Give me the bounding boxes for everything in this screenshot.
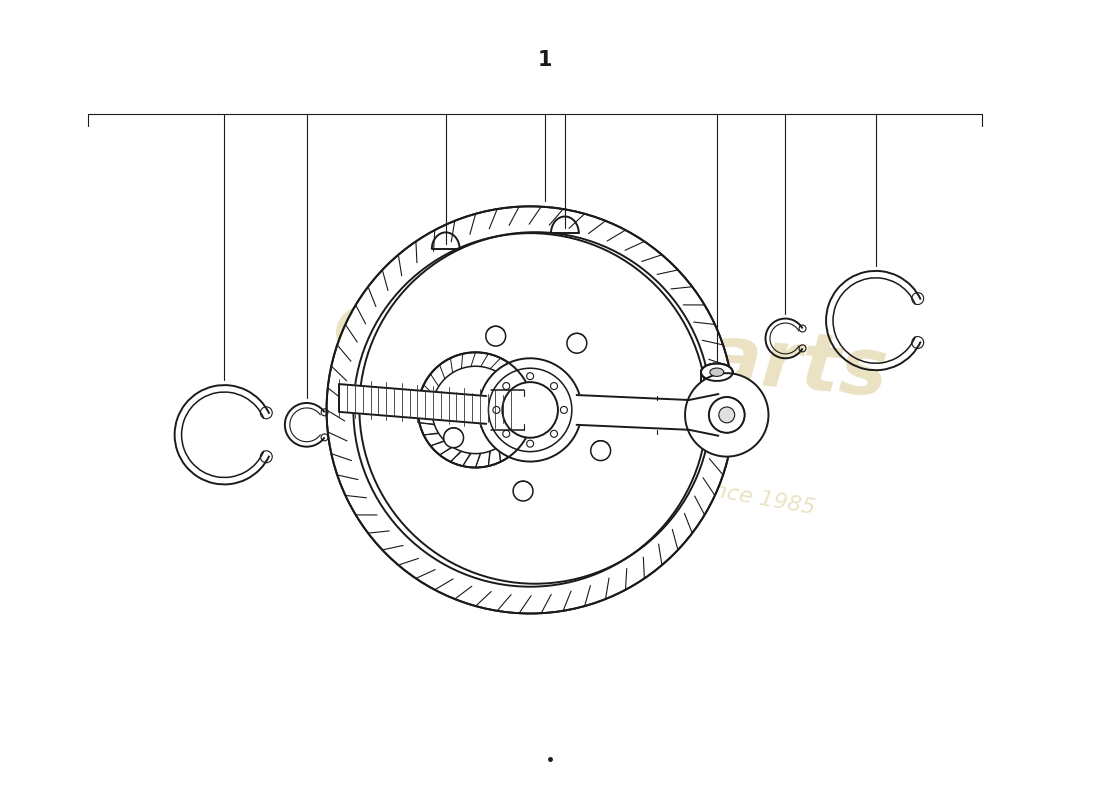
Circle shape	[353, 233, 707, 586]
Ellipse shape	[685, 373, 769, 457]
Circle shape	[513, 481, 534, 501]
Polygon shape	[340, 384, 486, 424]
Circle shape	[566, 334, 586, 353]
Text: 1: 1	[538, 50, 552, 70]
Ellipse shape	[701, 363, 733, 381]
Ellipse shape	[701, 386, 733, 402]
Circle shape	[327, 206, 734, 614]
Circle shape	[503, 382, 558, 438]
Text: europaparts: europaparts	[329, 287, 890, 414]
Circle shape	[708, 397, 745, 433]
Circle shape	[486, 326, 506, 346]
Circle shape	[591, 441, 611, 461]
Circle shape	[432, 366, 519, 454]
Circle shape	[418, 352, 534, 467]
Polygon shape	[576, 395, 689, 430]
Ellipse shape	[710, 368, 724, 376]
Circle shape	[718, 407, 735, 423]
Text: a passion for parts since 1985: a passion for parts since 1985	[482, 440, 816, 518]
Circle shape	[443, 428, 463, 448]
Circle shape	[478, 358, 582, 462]
